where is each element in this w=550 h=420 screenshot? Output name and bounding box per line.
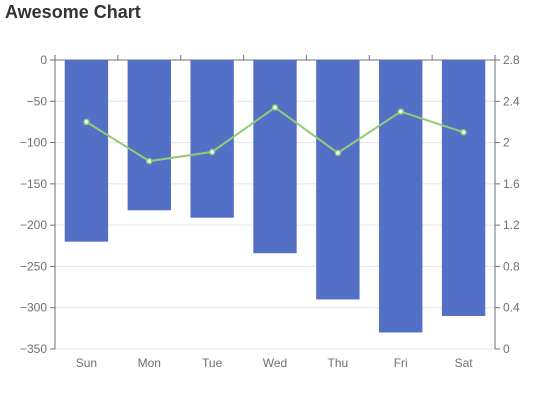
y-left-tick-label: −100: [20, 136, 47, 150]
bar: [190, 60, 234, 218]
bar: [316, 60, 360, 300]
line-point: [397, 108, 404, 115]
y-left-tick-label: −50: [27, 94, 48, 108]
bar: [127, 60, 171, 211]
x-category-label: Wed: [263, 356, 287, 370]
line-point: [146, 157, 153, 165]
x-category-label: Mon: [138, 356, 161, 370]
bar: [253, 60, 297, 254]
chart-title: Awesome Chart: [5, 2, 141, 22]
y-right-tick-label: 1.2: [503, 218, 520, 232]
y-left-tick-label: −350: [20, 342, 47, 356]
line-point: [208, 148, 216, 156]
y-left-tick-label: 0: [40, 53, 47, 67]
y-left-tick-label: −250: [20, 259, 47, 273]
y-right-tick-label: 0: [503, 342, 510, 356]
y-left-tick-label: −300: [20, 301, 47, 315]
y-left-tick-label: −150: [20, 177, 47, 191]
bar: [379, 60, 423, 333]
y-right-tick-label: 2: [503, 136, 510, 150]
bar: [441, 60, 486, 316]
bar: [64, 60, 109, 242]
y-right-tick-label: 2.4: [503, 94, 520, 108]
x-category-label: Sat: [455, 356, 474, 370]
y-right-tick-label: 1.6: [503, 177, 520, 191]
line-point: [83, 118, 90, 126]
x-category-label: Tue: [202, 356, 223, 370]
x-category-label: Thu: [328, 356, 349, 370]
x-category-label: Sun: [76, 356, 97, 370]
line-point: [460, 129, 467, 136]
line-point: [334, 149, 342, 157]
y-left-tick-label: −200: [20, 218, 47, 232]
y-right-tick-label: 0.8: [503, 259, 520, 273]
line-point: [271, 104, 279, 111]
y-right-tick-label: 0.4: [503, 301, 520, 315]
y-right-tick-label: 2.8: [503, 53, 520, 67]
x-category-label: Fri: [394, 356, 408, 370]
